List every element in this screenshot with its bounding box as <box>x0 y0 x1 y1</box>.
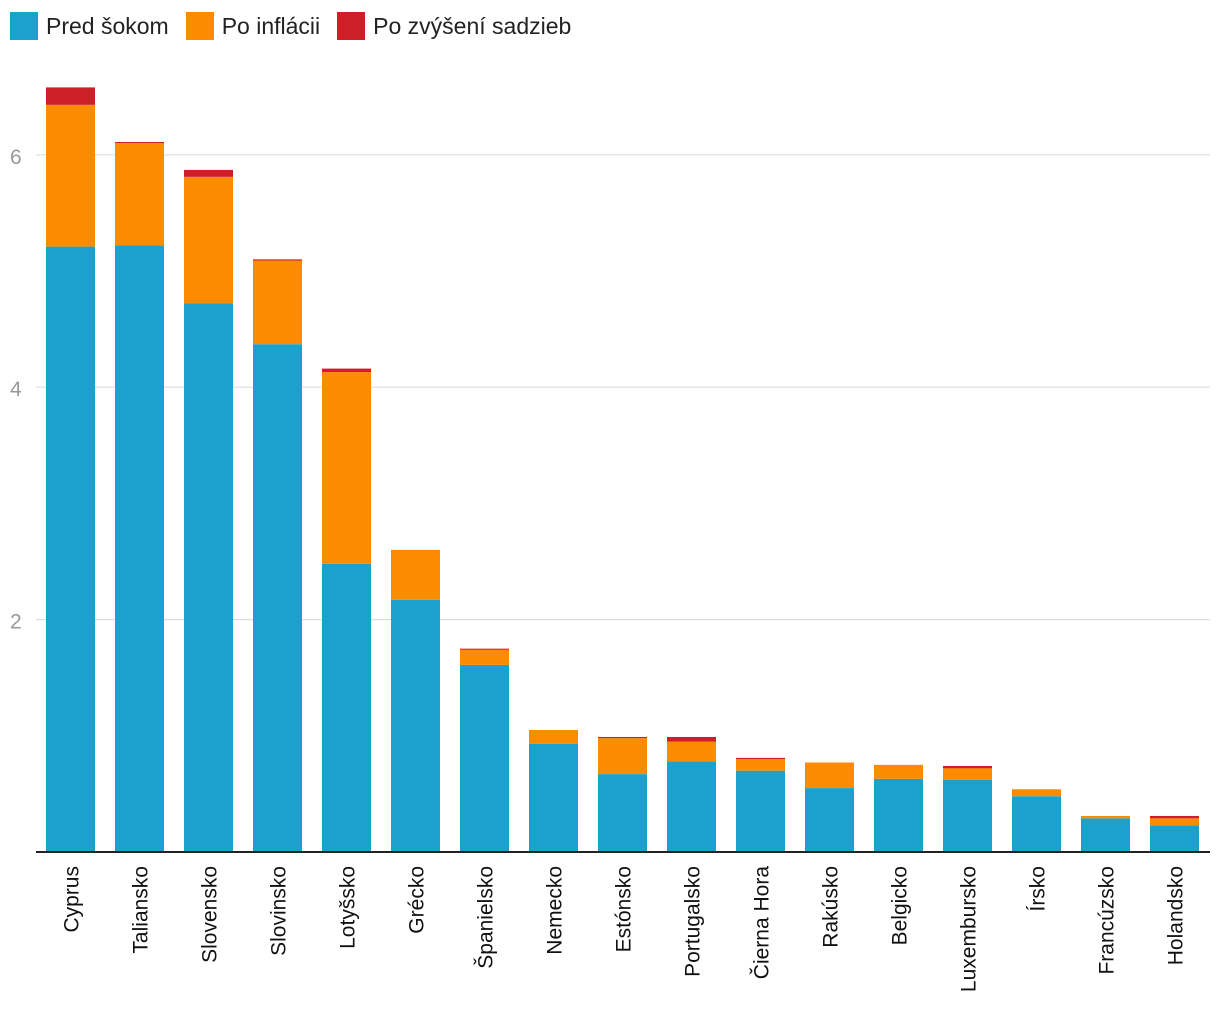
bar-segment-13-series-2[interactable] <box>874 764 923 779</box>
bar-segment-9-series-1[interactable] <box>598 774 647 852</box>
legend-swatch-pred-sokom <box>10 12 38 40</box>
x-tick-label: Írsko <box>1027 866 1050 912</box>
bar-segment-4-series-3[interactable] <box>253 259 302 261</box>
x-tick-label: Portugalsko <box>682 866 705 977</box>
legend-item-po-zvyseni-sadzieb[interactable]: Po zvýšení sadzieb <box>337 12 571 40</box>
y-tick-label: 6 <box>10 146 22 169</box>
bar-segment-16-series-1[interactable] <box>1081 818 1130 852</box>
bar-segment-2-series-2[interactable] <box>115 143 164 246</box>
bar-segment-2-series-1[interactable] <box>115 245 164 852</box>
legend-swatch-po-inflacii <box>185 12 214 40</box>
bar-segment-15-series-1[interactable] <box>1012 796 1061 852</box>
legend-label-po-inflacii: Po inflácii <box>221 13 321 39</box>
bar-segment-8-series-1[interactable] <box>529 743 578 852</box>
bar-segment-17-series-2[interactable] <box>1150 818 1199 826</box>
bar-segment-9-series-2[interactable] <box>598 738 647 775</box>
x-tick-label: Slovinsko <box>268 866 291 956</box>
bar-segment-14-series-1[interactable] <box>943 779 992 852</box>
x-tick-label: Luxembursko <box>958 866 981 992</box>
x-tick-label: Nemecko <box>544 866 567 955</box>
x-tick-label: Španielsko <box>475 866 498 969</box>
bar-segment-10-series-1[interactable] <box>667 761 716 852</box>
legend-label-pred-sokom: Pred šokom <box>46 13 169 39</box>
bar-segment-13-series-1[interactable] <box>874 778 923 852</box>
bar-segment-14-series-2[interactable] <box>943 768 992 780</box>
bar-segment-9-series-3[interactable] <box>598 736 647 739</box>
bar-segment-11-series-2[interactable] <box>736 759 785 771</box>
x-tick-label: Taliansko <box>130 866 153 954</box>
bar-segment-3-series-2[interactable] <box>184 176 233 304</box>
bar-segment-3-series-1[interactable] <box>184 303 233 852</box>
bar-segment-10-series-3[interactable] <box>667 736 716 742</box>
legend-label-po-zvyseni-sadzieb: Po zvýšení sadzieb <box>373 13 572 39</box>
x-tick-label: Cyprus <box>61 866 84 933</box>
x-tick-label: Rakúsko <box>820 866 843 948</box>
x-tick-label: Lotyšsko <box>337 866 360 949</box>
bar-segment-7-series-3[interactable] <box>460 648 509 650</box>
legend-item-pred-sokom[interactable]: Pred šokom <box>10 12 169 40</box>
bar-segment-11-series-3[interactable] <box>736 757 785 760</box>
x-tick-label: Čierna Hora <box>751 866 774 980</box>
bar-segment-6-series-1[interactable] <box>391 599 440 852</box>
legend-item-po-inflacii[interactable]: Po inflácii <box>185 12 321 40</box>
bar-segment-17-series-3[interactable] <box>1150 815 1199 819</box>
bar-segment-4-series-1[interactable] <box>253 344 302 852</box>
bar-segment-5-series-2[interactable] <box>322 372 371 564</box>
bar-segment-6-series-2[interactable] <box>391 549 440 600</box>
bar-segment-7-series-2[interactable] <box>460 649 509 665</box>
x-tick-label: Estónsko <box>613 866 636 952</box>
bar-segment-16-series-2[interactable] <box>1081 815 1130 819</box>
bar-segment-1-series-2[interactable] <box>46 104 95 247</box>
bar-segment-12-series-2[interactable] <box>805 762 854 789</box>
bar-segment-10-series-2[interactable] <box>667 741 716 762</box>
x-tick-label: Grécko <box>406 866 429 934</box>
bar-segment-14-series-3[interactable] <box>943 766 992 769</box>
bar-segment-12-series-1[interactable] <box>805 788 854 852</box>
x-tick-label: Francúzsko <box>1096 866 1119 975</box>
x-tick-label: Belgicko <box>889 866 912 945</box>
x-tick-label: Holandsko <box>1165 866 1188 965</box>
y-tick-label: 4 <box>10 378 22 401</box>
x-tick-label: Slovensko <box>199 866 222 963</box>
bar-segment-1-series-1[interactable] <box>46 246 95 852</box>
y-tick-label: 2 <box>10 611 22 634</box>
bar-segment-4-series-2[interactable] <box>253 260 302 345</box>
bar-segment-5-series-1[interactable] <box>322 563 371 852</box>
bar-segment-7-series-1[interactable] <box>460 664 509 852</box>
bar-segment-15-series-2[interactable] <box>1012 789 1061 797</box>
bar-segment-1-series-3[interactable] <box>46 87 95 105</box>
bar-segment-2-series-3[interactable] <box>115 142 164 144</box>
bar-segment-11-series-1[interactable] <box>736 770 785 852</box>
bar-segment-8-series-2[interactable] <box>529 729 578 744</box>
legend-swatch-po-zvyseni-sadzieb <box>337 12 366 40</box>
chart-legend: Pred šokom Po inflácii Po zvýšení sadzie… <box>10 11 588 41</box>
bar-segment-5-series-3[interactable] <box>322 368 371 373</box>
bar-segment-17-series-1[interactable] <box>1150 825 1199 852</box>
bar-segment-3-series-3[interactable] <box>184 169 233 177</box>
